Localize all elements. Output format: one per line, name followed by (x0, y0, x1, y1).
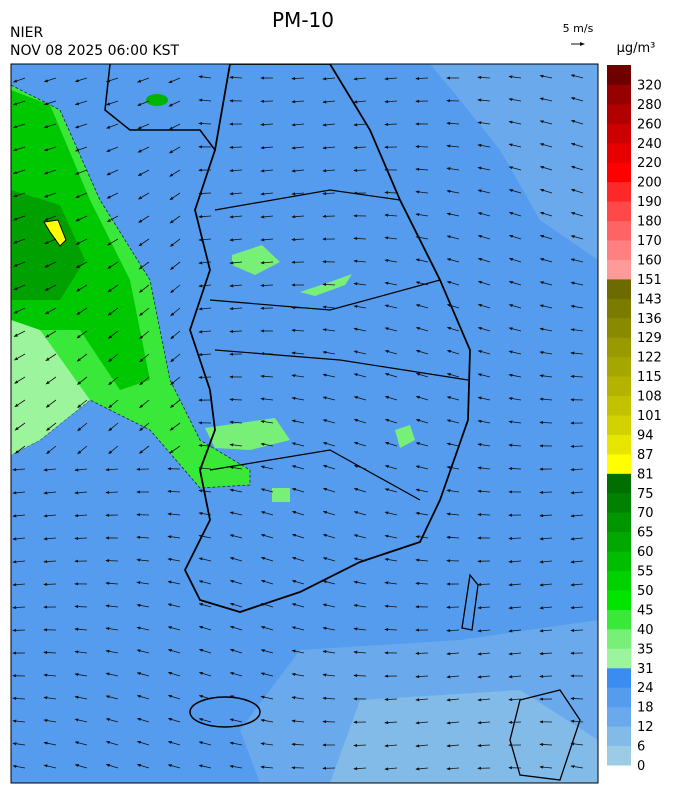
colorbar-label: 190 (637, 195, 662, 210)
color-block (607, 376, 631, 396)
color-block (607, 84, 631, 104)
colorbar-label: 220 (637, 156, 662, 171)
color-block (607, 337, 631, 357)
colorbar-label: 18 (637, 701, 654, 716)
color-block (607, 201, 631, 221)
wind-arrow (199, 193, 211, 194)
color-block (607, 648, 631, 668)
color-block (607, 473, 631, 493)
wind-scale: 5 m/s (563, 22, 594, 35)
color-block (607, 415, 631, 435)
pm-area (272, 488, 290, 502)
colorbar: 0 6 12 18 24 31 35 40 45 50 55 60 65 70 75 81 87 94 101 108… (607, 65, 662, 774)
colorbar-label: 75 (637, 487, 654, 502)
wind-arrow (354, 170, 366, 171)
color-block (607, 65, 631, 85)
colorbar-label: 280 (637, 98, 662, 113)
color-block (607, 454, 631, 474)
datetime: NOV 08 2025 06:00 KST (10, 43, 179, 59)
color-block (607, 707, 631, 727)
color-block (607, 279, 631, 299)
colorbar-label: 160 (637, 253, 662, 268)
colorbar-label: 200 (637, 176, 662, 191)
colorbar-label: 0 (637, 759, 645, 774)
colorbar-label: 12 (637, 720, 654, 735)
color-block (607, 609, 631, 629)
color-block (607, 434, 631, 454)
color-block (607, 123, 631, 143)
color-block (607, 512, 631, 532)
colorbar-label: 40 (637, 623, 654, 638)
colorbar-label: 115 (637, 370, 662, 385)
wind-arrow (199, 377, 211, 378)
colorbar-label: 129 (637, 331, 662, 346)
color-block (607, 298, 631, 318)
colorbar-label: 170 (637, 234, 662, 249)
colorbar-label: 65 (637, 526, 654, 541)
colorbar-label: 45 (637, 603, 654, 618)
unit: μg/m³ (617, 41, 656, 56)
colorbar-label: 6 (637, 740, 645, 755)
color-block (607, 318, 631, 338)
color-block (607, 629, 631, 649)
colorbar-label: 108 (637, 390, 662, 405)
colorbar-label: 35 (637, 642, 654, 657)
color-block (607, 259, 631, 279)
colorbar-label: 31 (637, 662, 654, 677)
colorbar-label: 50 (637, 584, 654, 599)
wind-arrow (385, 699, 397, 700)
color-block (607, 551, 631, 571)
color-block (607, 687, 631, 707)
colorbar-label: 24 (637, 681, 654, 696)
colorbar-label: 101 (637, 409, 662, 424)
colorbar-label: 81 (637, 467, 654, 482)
color-block (607, 396, 631, 416)
colorbar-label: 180 (637, 215, 662, 230)
colorbar-label: 136 (637, 312, 662, 327)
title: PM-10 (272, 8, 334, 32)
colorbar-label: 260 (637, 117, 662, 132)
colorbar-label: 320 (637, 78, 662, 93)
color-block (607, 493, 631, 513)
color-block (607, 240, 631, 260)
wind-arrow (540, 492, 552, 493)
color-block (607, 143, 631, 163)
color-block (607, 726, 631, 746)
colorbar-label: 55 (637, 565, 654, 580)
color-block (607, 571, 631, 591)
color-block (607, 746, 631, 766)
color-block (607, 668, 631, 688)
agency: NIER (10, 25, 43, 41)
colorbar-label: 60 (637, 545, 654, 560)
colorbar-label: 151 (637, 273, 662, 288)
colorbar-label: 143 (637, 292, 662, 307)
color-block (607, 162, 631, 182)
color-block (607, 532, 631, 552)
pm-area (146, 94, 168, 106)
color-block (607, 104, 631, 124)
wind-arrow (509, 468, 521, 469)
color-block (607, 590, 631, 610)
colorbar-label: 94 (637, 428, 654, 443)
wind-arrow (354, 675, 366, 676)
color-block (607, 182, 631, 202)
color-block (607, 357, 631, 377)
colorbar-label: 240 (637, 137, 662, 152)
colorbar-label: 122 (637, 351, 662, 366)
color-block (607, 221, 631, 241)
wind-arrow (44, 584, 56, 585)
colorbar-label: 87 (637, 448, 654, 463)
wind-arrow (540, 676, 552, 677)
colorbar-label: 70 (637, 506, 654, 521)
map (11, 64, 598, 783)
